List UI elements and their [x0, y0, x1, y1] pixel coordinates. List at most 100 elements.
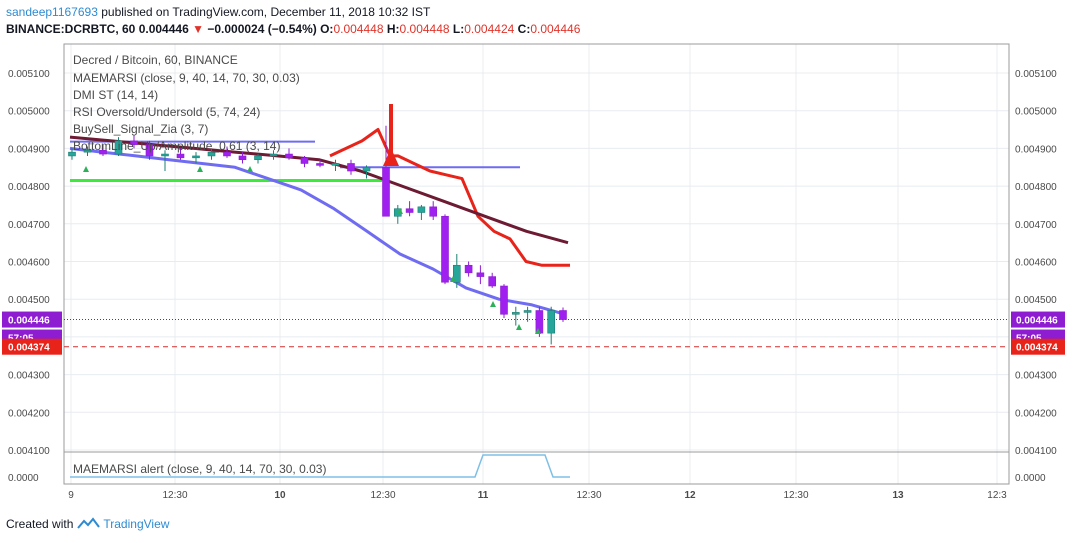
blue-ma-line	[69, 146, 566, 316]
candle-up	[523, 310, 532, 313]
chart-grid	[64, 44, 1009, 484]
candle-up	[254, 155, 262, 161]
last-price: 0.004446	[138, 22, 189, 36]
indicator-lines	[69, 128, 570, 316]
signal-markers	[83, 166, 541, 334]
candle-down	[316, 163, 324, 166]
down-arrow-icon: ▼	[192, 22, 204, 36]
legend-indicator-1: MAEMARSI (close, 9, 40, 14, 70, 30, 0.03…	[73, 71, 300, 85]
candle-down	[500, 285, 508, 315]
candle-down	[488, 276, 497, 287]
symbol-label: BINANCE:DCRBTC, 60	[6, 22, 136, 36]
candle-down	[347, 163, 355, 172]
x-tick: 13	[892, 490, 904, 501]
low-value: 0.004424	[464, 22, 515, 36]
author-link[interactable]: sandeep1167693	[6, 5, 98, 19]
x-tick: 12:30	[576, 490, 601, 501]
candle-up	[192, 155, 200, 159]
high-label: H:	[386, 22, 400, 36]
tradingview-brand-link[interactable]: TradingView	[103, 517, 170, 531]
x-tick: 12:3	[987, 490, 1007, 501]
svg-text:0.004374: 0.004374	[1016, 343, 1058, 354]
plot-frame	[63, 43, 1010, 485]
indicator-legend: Decred / Bitcoin, 60, BINANCE MAEMARSI (…	[73, 53, 326, 476]
x-tick: 10	[274, 490, 286, 501]
alert-sub-panel	[70, 454, 570, 478]
buy-signal-marker	[197, 166, 203, 172]
time-axis: 9 12:30 10 12:30 11 12:30 12 12:30 13 12:3	[68, 490, 1007, 501]
legend-indicator-5: BottomLine_Up/Amplitude_0.61 (3, 14)	[73, 139, 280, 153]
candle-down	[559, 310, 567, 320]
buy-signal-marker	[490, 301, 496, 307]
last-price-tag-left: 0.004446	[2, 311, 62, 328]
legend-title: Decred / Bitcoin, 60, BINANCE	[73, 53, 238, 67]
candle-up	[114, 140, 123, 155]
red-spike-bar	[389, 104, 393, 159]
svg-text:0.004446: 0.004446	[1016, 316, 1058, 327]
candle-down	[441, 215, 449, 283]
candle-down	[464, 264, 473, 274]
low-label: L:	[452, 22, 465, 36]
red-spike-marker	[383, 104, 399, 166]
chart-header: sandeep1167693 published on TradingView.…	[6, 4, 1066, 38]
candle-down	[223, 151, 231, 157]
sub-panel-label: MAEMARSI alert (close, 9, 40, 14, 70, 30…	[73, 462, 326, 476]
candle-down	[535, 310, 544, 334]
close-label: C:	[517, 22, 531, 36]
y-tick-right: 0.004900	[1015, 144, 1057, 155]
left-price-axis: 0.005100 0.005000 0.004900 0.004800 0.004700…	[8, 69, 50, 484]
y-tick-left: 0.004900	[8, 144, 50, 155]
tradingview-logo-icon	[77, 517, 101, 529]
red-spike-arrow	[383, 148, 399, 166]
x-tick: 12	[684, 490, 696, 501]
candle-down	[238, 155, 247, 161]
y-tick-left: 0.005100	[8, 69, 50, 80]
y-tick-left: 0.004800	[8, 182, 50, 193]
footer: Created with TradingView	[6, 517, 169, 531]
y-tick-right: 0.004600	[1015, 258, 1057, 269]
y-tick-left: 0.004500	[8, 295, 50, 306]
buy-signal-marker	[516, 324, 522, 330]
y-tick-right: 0.004700	[1015, 220, 1057, 231]
x-tick: 9	[68, 490, 74, 501]
y-tick-left: 0.004100	[8, 446, 50, 457]
candle-up	[83, 149, 92, 153]
buy-signal-marker	[535, 328, 541, 334]
y-tick-right: 0.004200	[1015, 408, 1057, 419]
close-value: 0.004446	[530, 22, 581, 36]
high-value: 0.004448	[399, 22, 450, 36]
buy-signal-marker	[450, 276, 456, 282]
candle-down	[405, 208, 414, 213]
candle-up	[417, 206, 426, 213]
last-price-tag-right: 0.004446	[1011, 311, 1065, 328]
y-tick-left: 0.004300	[8, 371, 50, 382]
candle-up	[547, 310, 556, 334]
y-tick-right: 0.004300	[1015, 371, 1057, 382]
y-tick-right: 0.004500	[1015, 295, 1057, 306]
x-tick: 12:30	[783, 490, 808, 501]
sub-y-tick: 0.0000	[1015, 473, 1046, 484]
candle-up	[269, 153, 278, 157]
candle-down	[99, 149, 107, 155]
x-tick: 11	[478, 490, 489, 501]
candle-down	[145, 144, 154, 157]
candle-down	[130, 140, 138, 145]
candle-up	[362, 166, 371, 172]
price-change: −0.000024 (−0.54%)	[207, 22, 317, 36]
open-label: O:	[320, 22, 334, 36]
candle-up	[331, 163, 340, 166]
candle-up	[207, 151, 216, 157]
x-tick: 12:30	[370, 490, 395, 501]
created-with-label: Created with	[6, 517, 74, 531]
candle-up	[452, 264, 461, 283]
y-tick-right: 0.004100	[1015, 446, 1057, 457]
svg-text:0.004446: 0.004446	[8, 316, 50, 327]
open-value: 0.004448	[333, 22, 384, 36]
red-ma-line	[329, 128, 570, 267]
alert-signal-line	[70, 454, 570, 478]
y-tick-right: 0.005100	[1015, 69, 1057, 80]
y-tick-left: 0.005000	[8, 107, 50, 118]
candle-down	[476, 272, 485, 277]
support-price-tag-left: 0.004374	[2, 338, 62, 355]
